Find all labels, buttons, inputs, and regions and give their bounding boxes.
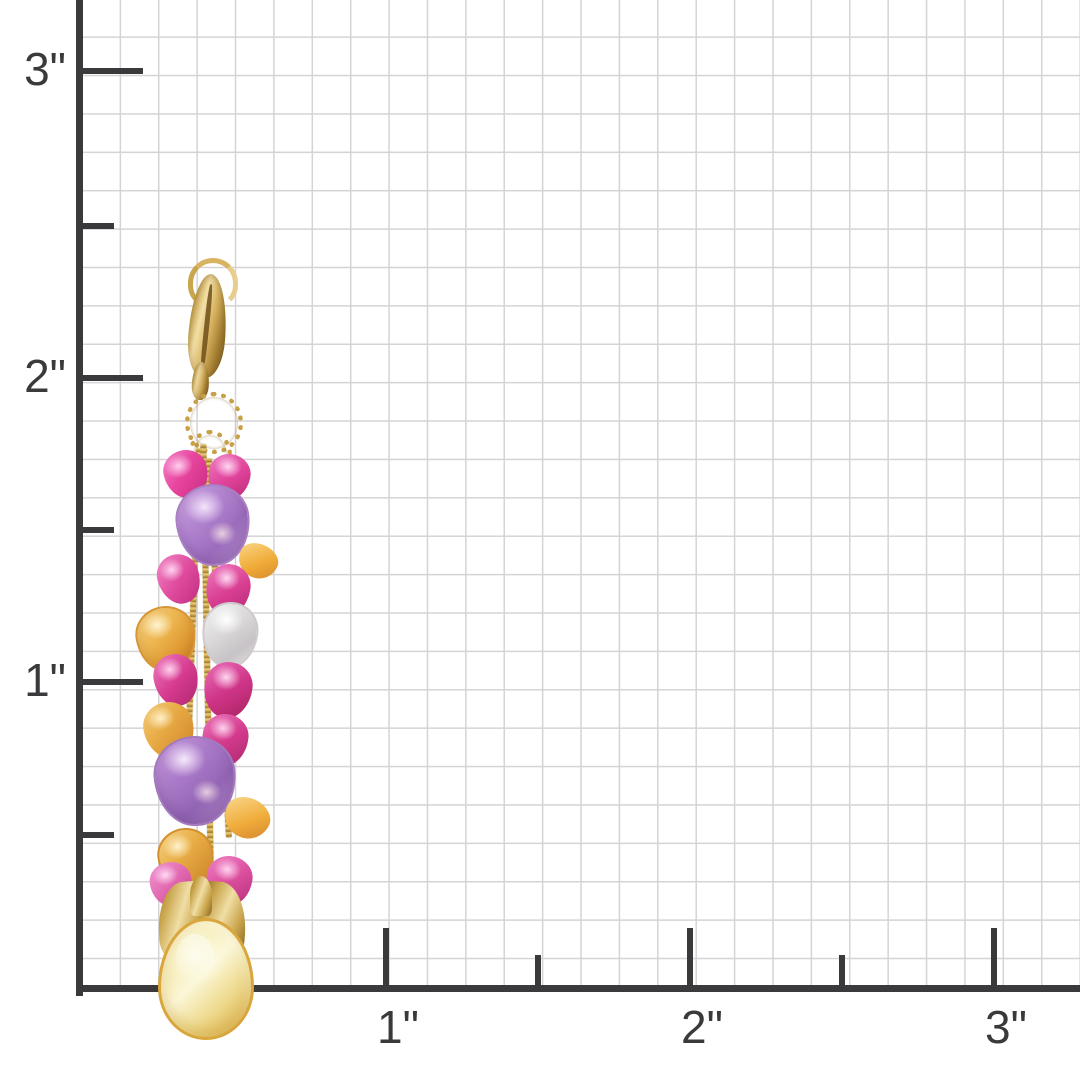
y-axis-label-1in: 1" [24, 654, 66, 706]
ear-wire-loop-icon [188, 258, 238, 308]
x-major-tick-1in [383, 928, 389, 986]
y-minor-tick-0_5in [83, 832, 114, 838]
x-minor-tick-2_5in [839, 955, 845, 986]
x-axis-label-2in: 2" [681, 1001, 723, 1053]
y-minor-tick-2_5in [83, 223, 114, 229]
x-major-tick-2in [687, 928, 693, 986]
y-major-tick-3in [83, 68, 143, 74]
gold-cap-center-peak [190, 876, 212, 916]
vertical-ruler-axis [76, 0, 83, 996]
x-minor-tick-1_5in [535, 955, 541, 986]
product-image-gemstone-drop-earring [120, 258, 300, 1040]
x-axis-label-3in: 3" [985, 1001, 1027, 1053]
y-axis-label-3in: 3" [24, 43, 66, 95]
y-axis-label-2in: 2" [24, 350, 66, 402]
y-minor-tick-1_5in [83, 527, 114, 533]
y-major-tick-2in [83, 375, 143, 381]
x-major-tick-3in [991, 928, 997, 986]
y-major-tick-1in [83, 679, 143, 685]
citrine-pear-drop [158, 918, 254, 1040]
horizontal-ruler-axis [76, 985, 1080, 992]
x-axis-label-1in: 1" [377, 1001, 419, 1053]
